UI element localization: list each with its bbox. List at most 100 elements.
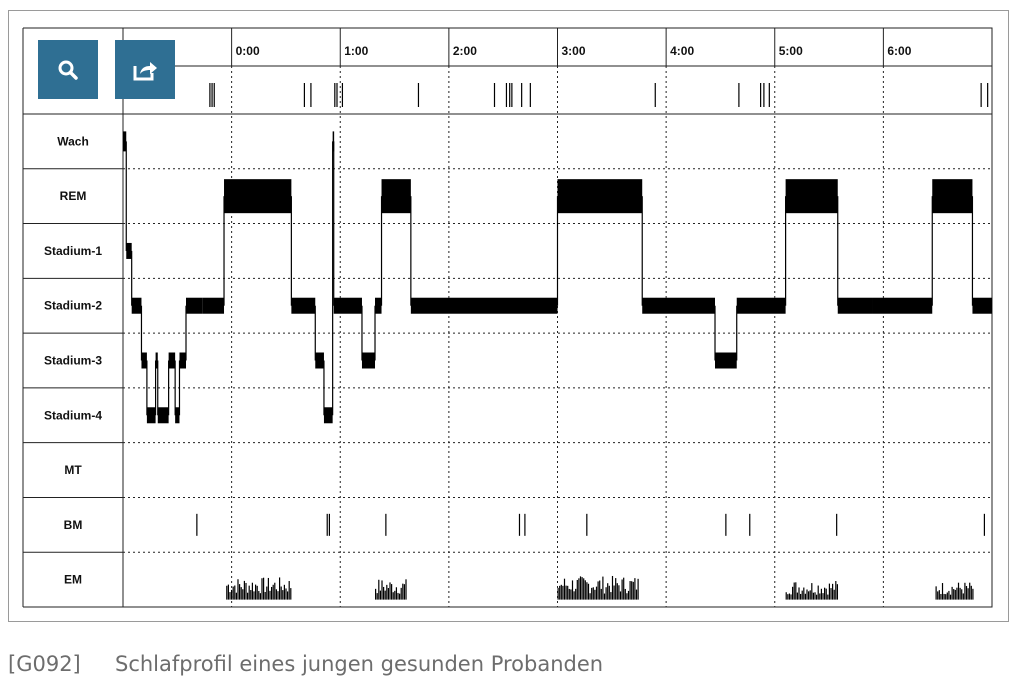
em-burst-mark	[395, 587, 398, 600]
em-burst-mark	[375, 588, 377, 600]
stage-bar	[141, 352, 147, 369]
em-burst-mark	[935, 586, 937, 600]
em-burst-mark	[376, 593, 378, 600]
em-burst-mark	[383, 586, 385, 600]
em-burst-mark	[275, 589, 277, 600]
em-burst-mark	[962, 593, 964, 600]
em-burst-mark	[635, 589, 638, 600]
em-burst-mark	[940, 594, 942, 600]
em-burst-mark	[584, 580, 586, 600]
em-burst-mark	[586, 582, 588, 600]
em-burst-mark	[277, 591, 279, 600]
em-burst-mark	[381, 580, 383, 600]
stage-bar	[186, 297, 203, 314]
em-burst-mark	[937, 591, 939, 600]
em-burst-mark	[253, 591, 255, 600]
em-burst-mark	[969, 582, 971, 600]
em-burst-mark	[243, 580, 245, 600]
search-button[interactable]	[38, 40, 98, 99]
em-burst-mark	[945, 594, 947, 600]
em-burst-mark	[570, 589, 572, 600]
em-burst-mark	[280, 586, 282, 600]
figure-caption: Schlafprofil eines jungen gesunden Proba…	[115, 652, 604, 676]
em-burst-mark	[568, 588, 570, 600]
em-burst-mark	[392, 592, 394, 600]
em-burst-mark	[579, 576, 582, 600]
x-tick-label: 0:00	[236, 44, 260, 58]
em-burst-mark	[587, 583, 590, 600]
em-burst-mark	[964, 582, 966, 600]
em-burst-mark	[816, 594, 818, 600]
em-burst-mark	[591, 587, 593, 600]
em-burst-mark	[798, 587, 800, 600]
em-burst-mark	[602, 576, 604, 600]
em-burst-mark	[800, 593, 802, 600]
em-burst-mark	[819, 593, 821, 600]
em-burst-mark	[615, 578, 617, 600]
em-burst-mark	[573, 591, 575, 600]
em-burst-mark	[965, 586, 968, 600]
em-burst-mark	[957, 582, 960, 600]
stage-bar	[157, 407, 169, 424]
em-burst-mark	[806, 589, 808, 600]
em-burst-mark	[400, 587, 402, 600]
em-burst-mark	[245, 582, 247, 600]
em-burst-mark	[262, 577, 265, 600]
row-label-stadium-2: Stadium-2	[44, 299, 102, 313]
em-burst-mark	[796, 592, 799, 600]
em-burst-mark	[830, 588, 832, 600]
em-burst-mark	[567, 585, 569, 600]
em-burst-mark	[959, 587, 961, 600]
stage-bar	[381, 179, 411, 214]
stage-bar	[932, 179, 973, 214]
em-burst-mark	[972, 588, 974, 600]
em-burst-mark	[571, 580, 574, 600]
em-burst-mark	[948, 590, 950, 600]
em-burst-mark	[812, 592, 815, 600]
em-burst-mark	[624, 588, 626, 600]
em-burst-mark	[600, 588, 602, 600]
x-tick-label: 6:00	[887, 44, 911, 58]
em-burst-mark	[943, 593, 945, 600]
em-burst-mark	[611, 575, 614, 600]
em-burst-mark	[562, 585, 564, 600]
em-burst-mark	[808, 591, 810, 600]
stage-bar	[315, 352, 324, 369]
em-burst-mark	[608, 585, 610, 600]
em-burst-mark	[814, 592, 816, 600]
row-label-stadium-3: Stadium-3	[44, 354, 102, 368]
x-tick-label: 5:00	[779, 44, 803, 58]
em-burst-mark	[954, 589, 956, 600]
em-burst-mark	[563, 578, 566, 600]
figure-code: [G092]	[8, 652, 81, 676]
em-burst-mark	[832, 583, 834, 600]
em-burst-mark	[836, 584, 839, 600]
em-burst-mark	[560, 584, 562, 600]
em-burst-mark	[261, 578, 263, 600]
em-burst-mark	[946, 592, 948, 600]
em-burst-mark	[235, 592, 237, 600]
stage-bar	[291, 297, 316, 314]
em-burst-mark	[592, 587, 594, 600]
em-burst-mark	[961, 589, 963, 600]
stage-bar	[126, 242, 132, 259]
em-burst-mark	[824, 587, 826, 600]
em-burst-mark	[246, 592, 249, 600]
em-burst-mark	[809, 590, 811, 600]
em-burst-mark	[951, 586, 953, 600]
share-button[interactable]	[115, 40, 175, 99]
row-label-wach: Wach	[57, 134, 89, 148]
em-burst-mark	[394, 590, 396, 600]
em-burst-mark	[378, 579, 380, 600]
em-burst-mark	[259, 593, 261, 600]
em-burst-mark	[403, 584, 406, 600]
em-burst-mark	[229, 592, 231, 600]
em-burst-mark	[251, 582, 253, 600]
em-burst-mark	[269, 590, 271, 600]
stage-bar	[972, 297, 992, 314]
em-burst-mark	[565, 585, 567, 600]
stage-bar	[202, 297, 225, 314]
em-burst-mark	[578, 578, 580, 600]
em-burst-mark	[405, 579, 407, 600]
x-tick-label: 3:00	[562, 44, 586, 58]
